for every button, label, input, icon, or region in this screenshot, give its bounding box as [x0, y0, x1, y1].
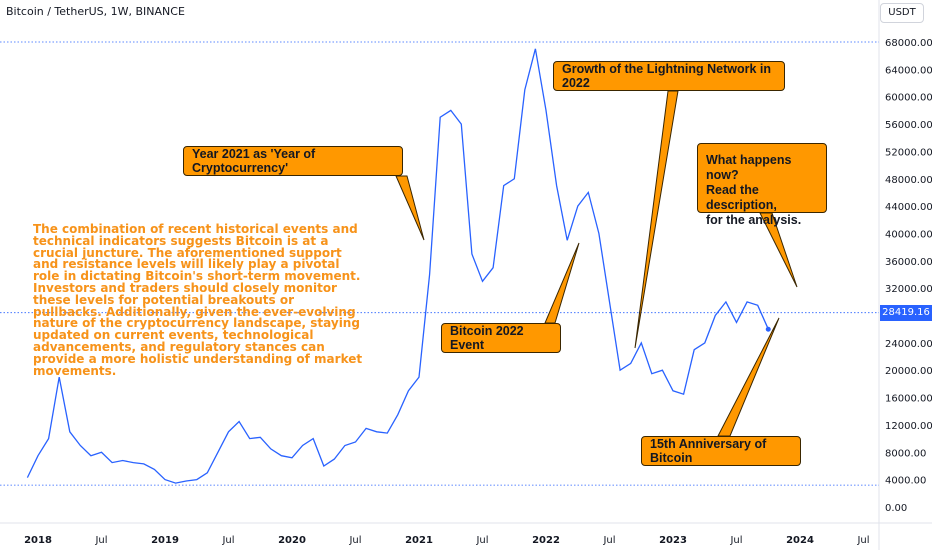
callout-lightning-network: Growth of the Lightning Network in 2022 [553, 61, 785, 91]
price-tick-label: 24000.00 [885, 339, 932, 350]
price-tick-label: 44000.00 [885, 202, 932, 213]
time-tick-label: 2024 [786, 535, 814, 546]
price-tick-label: 32000.00 [885, 284, 932, 295]
time-tick-label: Jul [475, 535, 488, 546]
pointer-what-now [759, 212, 798, 288]
price-tick-label: 52000.00 [885, 147, 932, 158]
pointer-2022-event [544, 242, 580, 324]
last-price-point [765, 326, 771, 332]
time-tick-label: 2019 [151, 535, 179, 546]
price-tick-label: 4000.00 [885, 476, 926, 487]
time-tick-label: Jul [602, 535, 615, 546]
price-series-line [26, 48, 769, 484]
price-tick-label: 36000.00 [885, 257, 932, 268]
chart-title: Bitcoin / TetherUS, 1W, BINANCE [6, 5, 185, 18]
callout-bitcoin-2022-event: Bitcoin 2022 Event [441, 323, 561, 353]
time-tick-label: 2021 [405, 535, 433, 546]
price-tick-label: 56000.00 [885, 120, 932, 131]
time-tick-label: 2020 [278, 535, 306, 546]
pointer-year-2021 [395, 175, 425, 241]
price-tick-label: 60000.00 [885, 93, 932, 104]
price-tick-label: 20000.00 [885, 366, 932, 377]
pointer-anniversary [717, 317, 780, 437]
price-tick-label: 12000.00 [885, 421, 932, 432]
time-tick-label: Jul [729, 535, 742, 546]
callout-what-happens-now: What happens now? Read the description, … [697, 143, 827, 227]
time-tick-label: Jul [348, 535, 361, 546]
pointer-lightning [634, 90, 679, 349]
callout-now-line2: Read the description, [706, 183, 777, 212]
callout-15th-anniversary: 15th Anniversary of Bitcoin [641, 436, 801, 466]
price-tick-label: 48000.00 [885, 175, 932, 186]
price-tick-label: 8000.00 [885, 448, 926, 459]
price-tick-label: 68000.00 [885, 38, 932, 49]
time-tick-label: 2018 [24, 535, 52, 546]
price-tick-label: 40000.00 [885, 229, 932, 240]
price-tick-label: 16000.00 [885, 394, 932, 405]
time-tick-label: Jul [856, 535, 869, 546]
time-tick-label: Jul [94, 535, 107, 546]
price-tick-label: 0.00 [885, 503, 907, 514]
callout-year-2021: Year 2021 as 'Year of Cryptocurrency' [183, 146, 403, 176]
analysis-description: The combination of recent historical eve… [33, 222, 363, 378]
time-tick-label: 2023 [659, 535, 687, 546]
price-tick-label: 64000.00 [885, 65, 932, 76]
last-price-label: 28419.16 [880, 305, 932, 321]
time-tick-label: Jul [221, 535, 234, 546]
callout-now-line1: What happens now? [706, 153, 792, 182]
currency-selector-button[interactable]: USDT [880, 3, 924, 23]
callout-now-line3: for the analysis. [706, 213, 802, 227]
time-tick-label: 2022 [532, 535, 560, 546]
